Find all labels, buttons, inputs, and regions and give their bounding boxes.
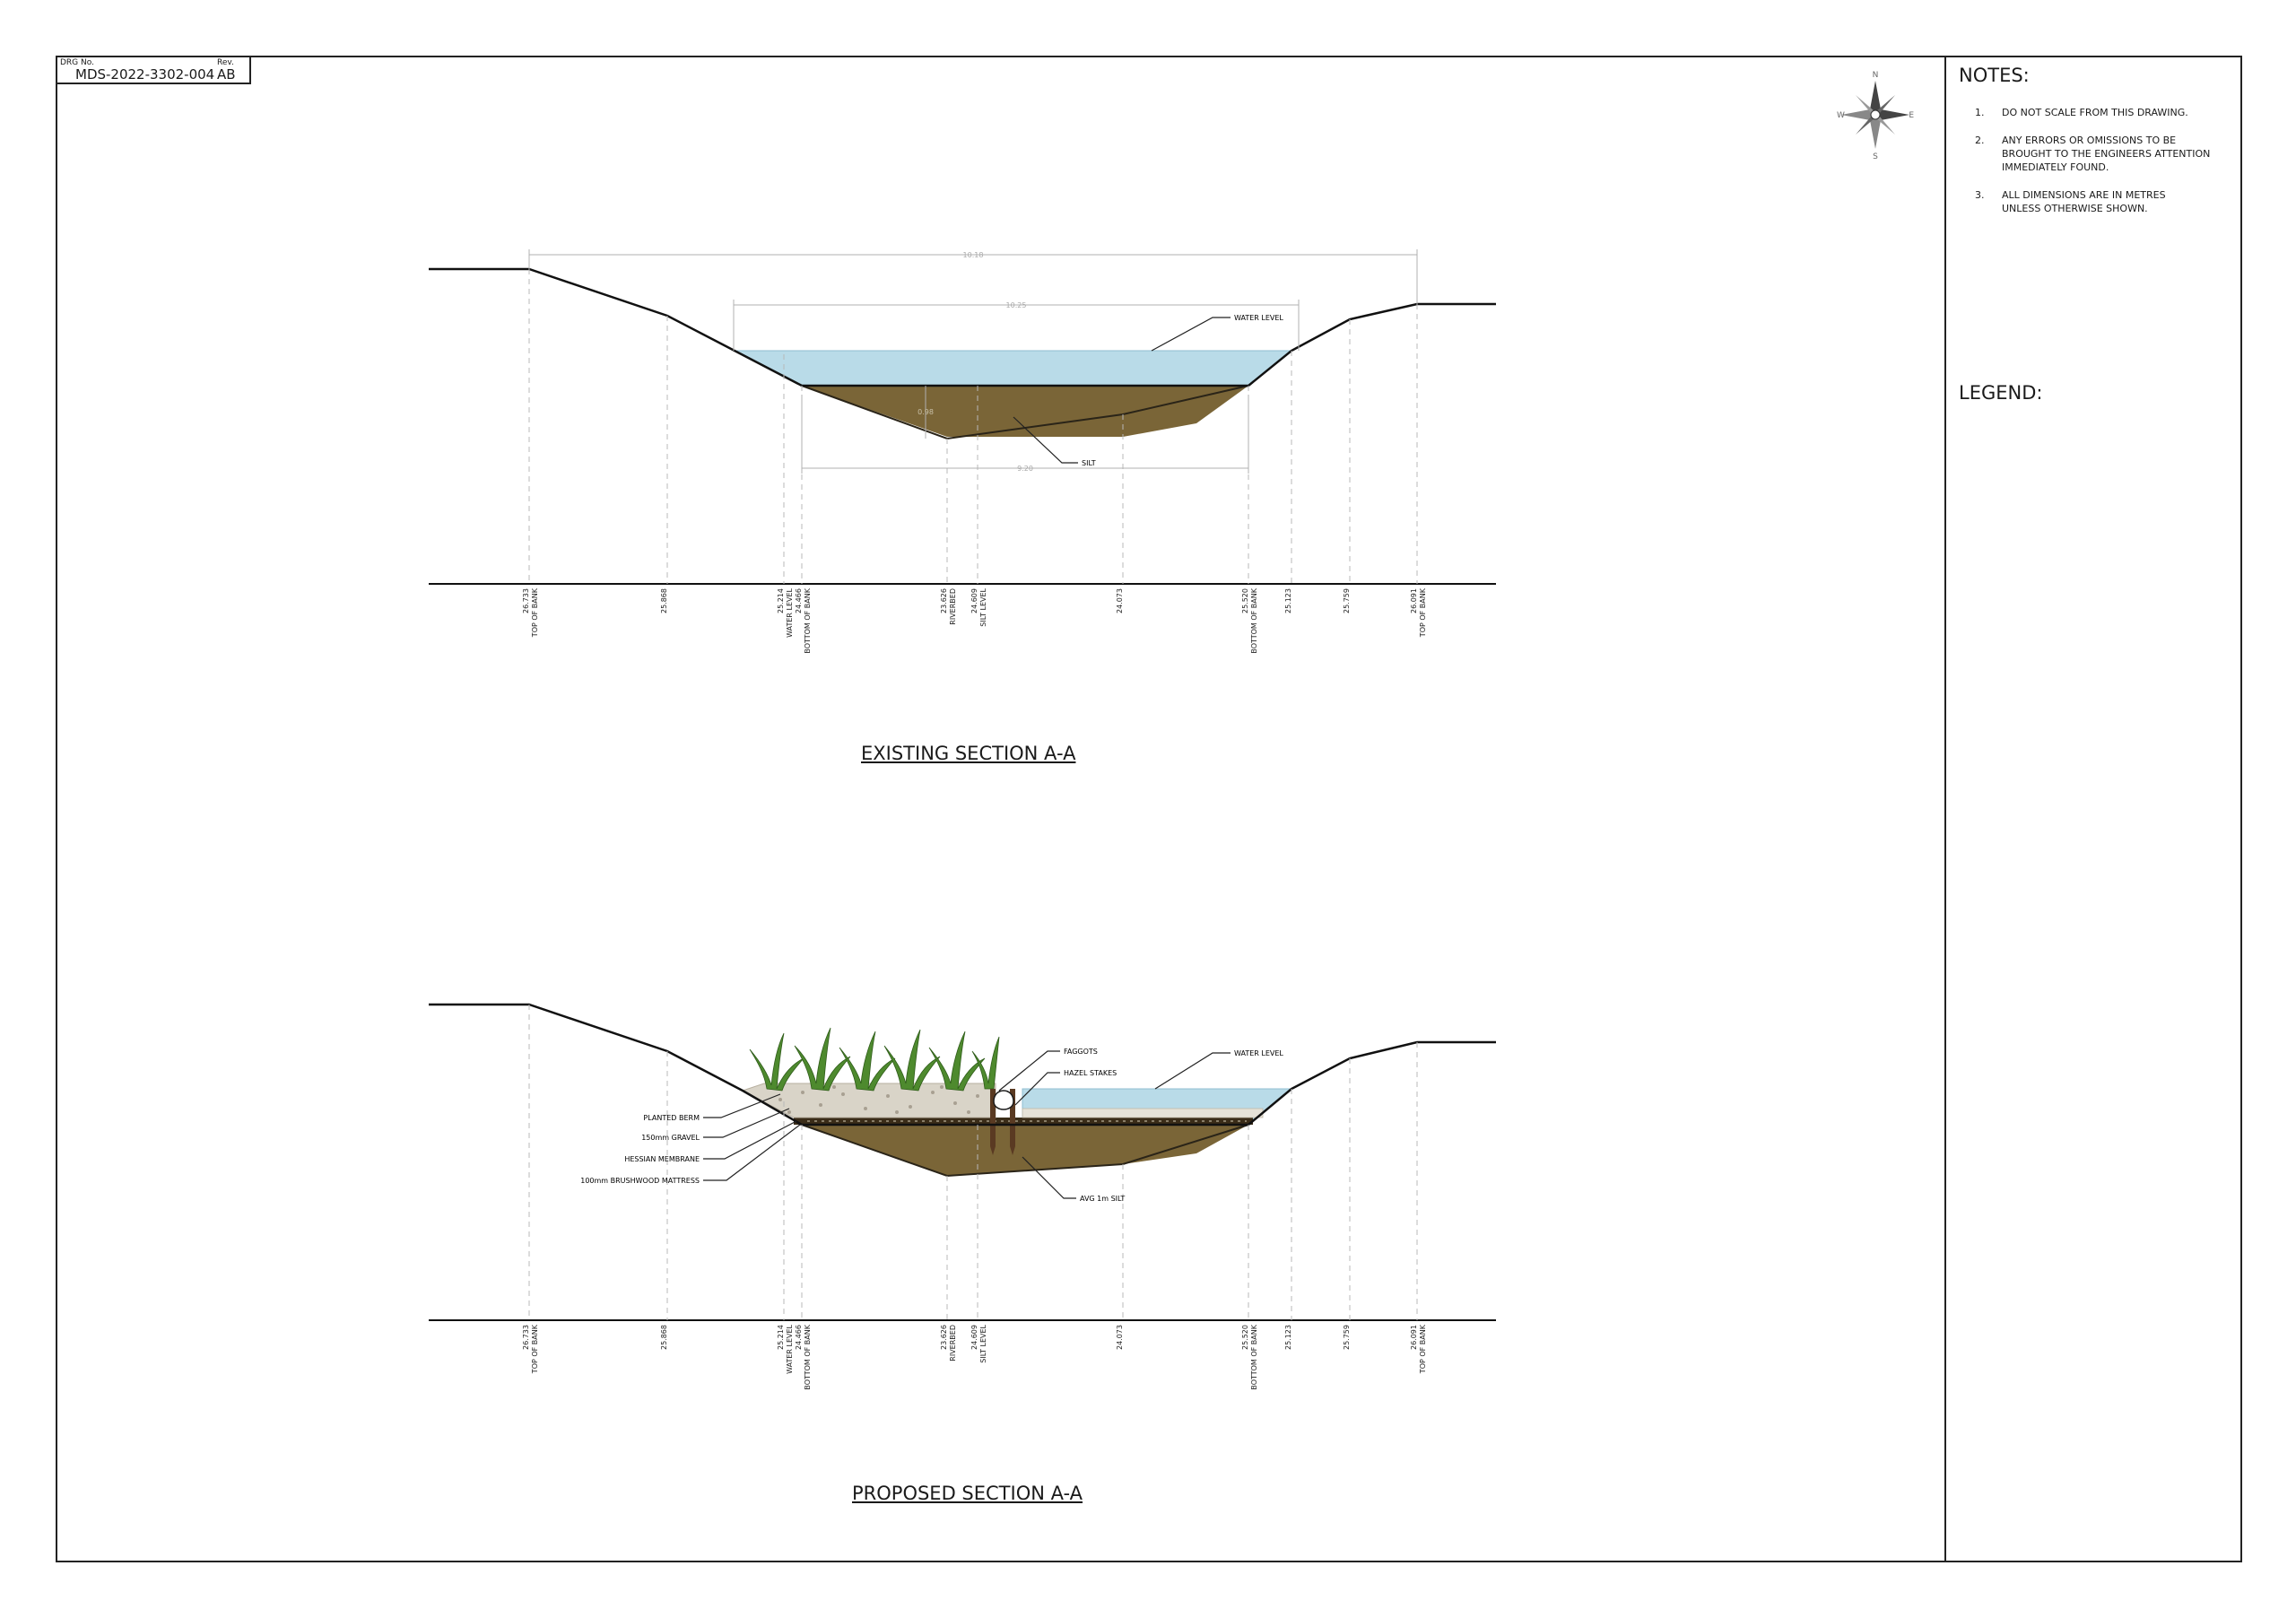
station-label: BOTTOM OF BANK	[1250, 1324, 1258, 1389]
station-label: BOTTOM OF BANK	[804, 1324, 812, 1389]
station-value: 24.466	[795, 1325, 803, 1350]
station-label: TOP OF BANK	[1419, 1324, 1427, 1374]
proposed-section-title: PROPOSED SECTION A-A	[852, 1483, 1083, 1504]
note-line: ANY ERRORS OR OMISSIONS TO BE	[2002, 135, 2177, 146]
station-value: 24.609	[970, 1325, 978, 1350]
notes-title: NOTES:	[1959, 65, 2030, 86]
dim-water: 10.25	[1006, 301, 1027, 309]
callout-hessian: HESSIAN MEMBRANE	[624, 1155, 700, 1163]
station-value: 26.091	[1410, 588, 1418, 613]
existing-riverbed-line	[801, 385, 1249, 440]
existing-silt-fill	[802, 386, 1248, 437]
gravel-texture	[778, 1085, 979, 1114]
station-value: 26.733	[522, 588, 530, 613]
callout-avg-silt: AVG 1m SILT	[1080, 1195, 1125, 1203]
station-label: WATER LEVEL	[786, 1324, 794, 1373]
legend-title: LEGEND:	[1959, 382, 2043, 404]
drawing-number-box: DRG No. Rev. MDS-2022-3302-004 AB	[56, 56, 251, 84]
station-value: 25.214	[777, 588, 785, 613]
note-item: 2. ANY ERRORS OR OMISSIONS TO BE BROUGHT…	[1975, 134, 2235, 174]
station-value: 25.520	[1241, 1325, 1249, 1350]
proposed-ground-profile	[429, 1003, 1496, 1127]
existing-section-title: EXISTING SECTION A-A	[861, 743, 1076, 764]
proposed-section: FAGGOTS HAZEL STAKES WATER LEVEL AVG 1m …	[429, 1003, 1496, 1390]
drg-no-label: DRG No.	[60, 58, 94, 67]
compass-rose-icon: N S E W	[1837, 71, 1914, 160]
callout-silt: SILT	[1082, 459, 1096, 467]
station-value: 25.868	[660, 588, 668, 613]
station-value: 25.759	[1343, 1325, 1351, 1350]
proposed-station-labels: 26.733 TOP OF BANK 25.868 25.214 WATER LEVEL…	[522, 1324, 1427, 1389]
rev-label: Rev.	[217, 58, 234, 67]
dim-silt-depth: 0.98	[918, 408, 934, 416]
callout-planted-berm: PLANTED BERM	[643, 1114, 700, 1122]
station-value: 24.073	[1116, 588, 1124, 613]
planted-berm-plants	[749, 1027, 1000, 1092]
note-line: ALL DIMENSIONS ARE IN METRES	[2002, 189, 2166, 201]
station-label: TOP OF BANK	[531, 587, 539, 638]
note-number: 3.	[1975, 189, 1985, 201]
station-label: SILT LEVEL	[979, 1324, 987, 1362]
existing-station-labels: 26.733 TOP OF BANK 25.868 25.214 WATER LEVEL…	[522, 587, 1427, 653]
existing-water-fill	[733, 350, 1293, 387]
notes-list: 1. DO NOT SCALE FROM THIS DRAWING. 2. AN…	[1975, 106, 2235, 230]
callout-brushwood: 100mm BRUSHWOOD MATTRESS	[580, 1177, 700, 1185]
note-item: 3. ALL DIMENSIONS ARE IN METRES UNLESS O…	[1975, 188, 2235, 215]
note-line: BROUGHT TO THE ENGINEERS ATTENTION	[2002, 148, 2211, 160]
station-label: RIVERBED	[949, 1325, 957, 1361]
dim-silt-width: 9.20	[1017, 465, 1033, 473]
station-label: TOP OF BANK	[531, 1324, 539, 1374]
callout-water-level: WATER LEVEL	[1234, 314, 1283, 322]
note-number: 2.	[1975, 135, 1985, 146]
station-value: 25.868	[660, 1325, 668, 1350]
existing-callout-leaders	[1013, 317, 1231, 464]
side-panel-divider	[1944, 56, 1946, 1562]
faggots-bundle	[993, 1090, 1014, 1110]
existing-section: 10.18 10.25 0.98 9.20 WATER LEVEL SILT 2…	[429, 249, 1496, 654]
station-value: 23.626	[940, 588, 948, 613]
station-label: BOTTOM OF BANK	[804, 587, 812, 653]
station-label: WATER LEVEL	[786, 587, 794, 637]
compass-w: W	[1837, 111, 1845, 120]
station-value: 26.733	[522, 1325, 530, 1350]
note-number: 1.	[1975, 107, 1985, 118]
cross-section-diagram: 10.18 10.25 0.98 9.20 WATER LEVEL SILT 2…	[429, 249, 1496, 1390]
station-value: 25.214	[777, 1325, 785, 1350]
station-label: RIVERBED	[949, 588, 957, 625]
proposed-callout-leaders-right	[998, 1050, 1231, 1199]
callout-water-level-proposed: WATER LEVEL	[1234, 1049, 1283, 1057]
drg-no-value: MDS-2022-3302-004	[75, 66, 215, 83]
existing-dimension-lines	[528, 249, 1418, 474]
station-label: BOTTOM OF BANK	[1250, 587, 1258, 653]
compass-s: S	[1873, 152, 1878, 160]
station-value: 24.073	[1116, 1325, 1124, 1350]
proposed-silt-fill	[802, 1125, 1248, 1176]
station-value: 24.609	[970, 588, 978, 613]
gravel-strip-water	[1022, 1108, 1264, 1118]
station-value: 25.759	[1343, 588, 1351, 613]
compass-n: N	[1873, 71, 1879, 80]
station-value: 26.091	[1410, 1325, 1418, 1350]
station-value: 25.520	[1241, 588, 1249, 613]
callout-hazel-stakes: HAZEL STAKES	[1064, 1069, 1117, 1077]
compass-e: E	[1909, 111, 1914, 120]
hazel-stakes	[990, 1089, 1015, 1155]
proposed-station-lines	[528, 1005, 1418, 1320]
rev-value: AB	[217, 66, 236, 83]
note-line: IMMEDIATELY FOUND.	[2002, 161, 2109, 173]
note-line: UNLESS OTHERWISE SHOWN.	[2002, 203, 2148, 214]
station-value: 23.626	[940, 1325, 948, 1350]
sheet-border	[56, 56, 2242, 1562]
station-label: SILT LEVEL	[979, 587, 987, 626]
station-value: 25.123	[1284, 588, 1292, 613]
note-line: DO NOT SCALE FROM THIS DRAWING.	[2002, 107, 2188, 118]
station-value: 25.123	[1284, 1325, 1292, 1350]
proposed-callout-leaders-left	[703, 1093, 801, 1181]
note-item: 1. DO NOT SCALE FROM THIS DRAWING.	[1975, 106, 2235, 119]
station-label: TOP OF BANK	[1419, 587, 1427, 638]
callout-gravel: 150mm GRAVEL	[641, 1134, 700, 1142]
station-value: 24.466	[795, 588, 803, 613]
dim-overall: 10.18	[963, 251, 984, 259]
callout-faggots: FAGGOTS	[1064, 1048, 1098, 1056]
